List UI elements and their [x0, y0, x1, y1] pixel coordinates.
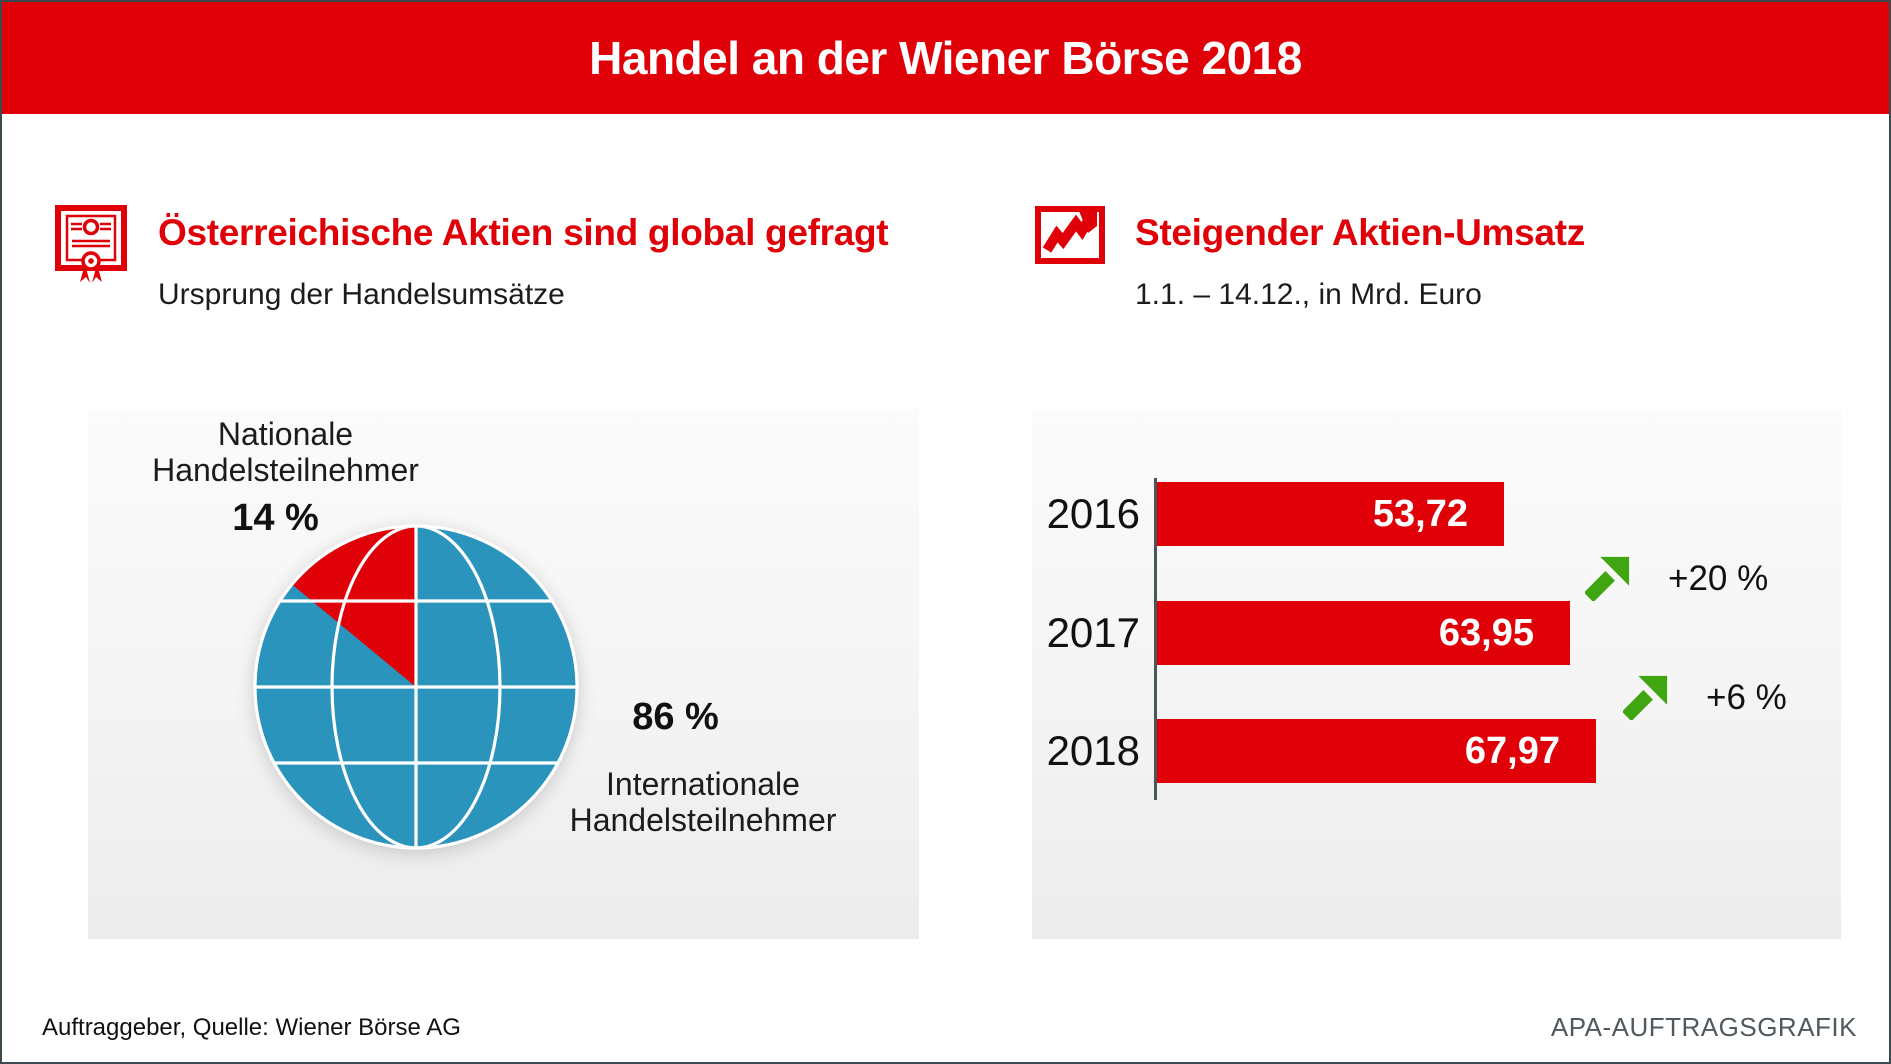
bar-value-label: 53,72 — [1372, 493, 1468, 535]
national-share-label: Nationale Handelsteilnehmer — [88, 416, 483, 489]
national-share-value: 14 % — [232, 497, 319, 539]
bar-year-label: 2016 — [1046, 490, 1140, 537]
growth-arrow-icon — [1583, 556, 1630, 603]
bar-chart-panel: 2016 53,72 2017 63,95 2018 67,97 +20 % +6 % — [1032, 409, 1841, 939]
growth-arrow-icon — [1621, 675, 1668, 722]
bar-2018: 67,97 — [1157, 719, 1596, 783]
bar-2017: 63,95 — [1157, 601, 1570, 665]
national-share-label-line1: Nationale — [217, 416, 354, 452]
right-section-heading: Steigender Aktien-Umsatz — [1135, 212, 1585, 253]
globe-graticule — [256, 527, 576, 847]
bar-chart-axis — [1154, 478, 1157, 800]
international-share-value: 86 % — [632, 696, 719, 738]
certificate-icon — [55, 205, 127, 283]
pie-chart-panel: Nationale Handelsteilnehmer 14 % 86 % In… — [88, 409, 919, 939]
header-bar: Handel an der Wiener Börse 2018 — [2, 2, 1889, 114]
trend-chart-icon — [1035, 206, 1105, 264]
footer-credit: APA-AUFTRAGSGRAFIK — [1550, 1012, 1857, 1042]
bar-value-label: 67,97 — [1464, 730, 1560, 772]
bar-year-label: 2017 — [1046, 609, 1140, 656]
globe-pie-chart — [253, 524, 579, 850]
growth-percent-label: +20 % — [1668, 559, 1769, 598]
growth-percent-label: +6 % — [1706, 678, 1787, 717]
page-title: Handel an der Wiener Börse 2018 — [589, 32, 1302, 84]
bar-2016: 53,72 — [1157, 482, 1504, 546]
bar-value-label: 63,95 — [1438, 612, 1534, 654]
international-share-label-line1: Internationale — [606, 766, 800, 802]
right-section-subheading: 1.1. – 14.12., in Mrd. Euro — [1135, 278, 1482, 311]
international-share-label-line2: Handelsteilnehmer — [569, 801, 837, 838]
left-section-heading: Österreichische Aktien sind global gefra… — [158, 212, 889, 253]
left-section-subheading: Ursprung der Handelsumsätze — [158, 278, 565, 311]
bar-year-label: 2018 — [1046, 727, 1140, 774]
footer-source: Auftraggeber, Quelle: Wiener Börse AG — [42, 1014, 461, 1041]
national-wedge — [291, 527, 416, 687]
international-share-label: Internationale Handelsteilnehmer — [503, 766, 903, 839]
national-share-label-line2: Handelsteilnehmer — [152, 451, 419, 488]
